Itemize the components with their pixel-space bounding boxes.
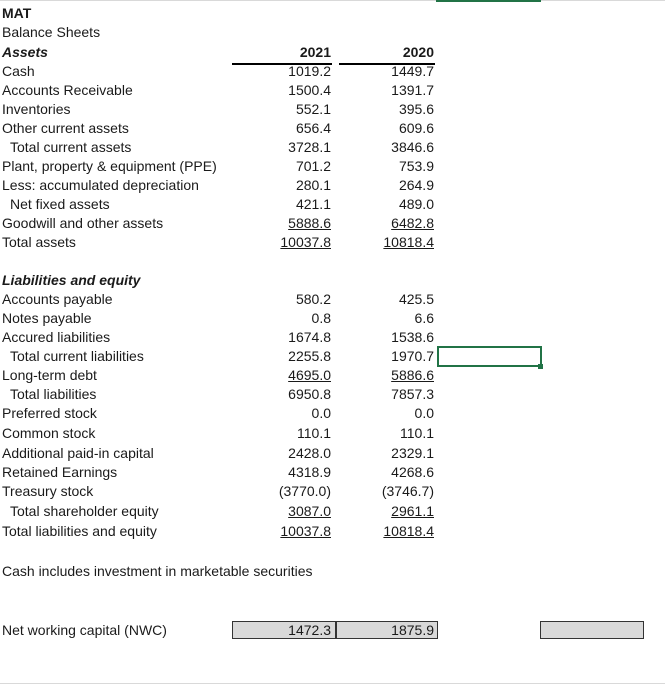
asset-row-label: Net fixed assets — [10, 196, 110, 212]
asset-row-label: Accounts Receivable — [2, 82, 133, 98]
asset-cell-2020[interactable]: 395.6 — [398, 101, 434, 117]
selected-cell[interactable] — [437, 346, 542, 367]
liability-cell-2021[interactable]: 4318.9 — [288, 464, 331, 480]
selected-column-indicator — [436, 0, 541, 2]
liability-cell-2021[interactable]: 580.2 — [295, 291, 331, 307]
asset-row-label: Less: accumulated depreciation — [2, 177, 199, 193]
fill-handle[interactable] — [538, 364, 543, 369]
asset-cell-2021[interactable]: 421.1 — [295, 196, 331, 212]
asset-row-label: Total assets — [2, 234, 76, 250]
liability-row-label: Accured liabilities — [2, 329, 111, 345]
asset-cell-2021[interactable]: 3728.1 — [288, 139, 331, 155]
liability-cell-2021[interactable]: (3770.0) — [278, 483, 331, 499]
asset-cell-2021[interactable]: 1019.2 — [288, 63, 331, 79]
liability-cell-2021[interactable]: 2428.0 — [288, 445, 331, 461]
liability-cell-2020[interactable]: 110.1 — [400, 425, 434, 441]
liability-cell-2021[interactable]: 3087.0 — [288, 503, 331, 519]
cash-note: Cash includes investment in marketable s… — [2, 563, 313, 579]
asset-cell-2020[interactable]: 3846.6 — [391, 139, 434, 155]
liability-row-label: Total current liabilities — [10, 348, 144, 364]
liability-cell-2020[interactable]: 2329.1 — [391, 445, 434, 461]
asset-cell-2021[interactable]: 701.2 — [295, 158, 331, 174]
asset-cell-2021[interactable]: 656.4 — [295, 120, 331, 136]
asset-cell-2021[interactable]: 1500.4 — [288, 82, 331, 98]
liability-cell-2020[interactable]: 2961.1 — [391, 503, 434, 519]
liability-row-label: Preferred stock — [2, 405, 97, 421]
asset-row-label: Goodwill and other assets — [2, 215, 164, 231]
liability-cell-2020[interactable]: 6.6 — [414, 310, 434, 326]
asset-row-label: Inventories — [2, 101, 71, 117]
asset-row-label: Total current assets — [10, 139, 132, 155]
nwc-2021-value: 1472.3 — [288, 622, 331, 638]
asset-cell-2020[interactable]: 10818.4 — [383, 234, 434, 250]
liabilities-heading: Liabilities and equity — [2, 272, 141, 288]
liability-row-label: Accounts payable — [2, 291, 113, 307]
liability-cell-2020[interactable]: 5886.6 — [391, 367, 434, 383]
asset-cell-2020[interactable]: 6482.8 — [391, 215, 434, 231]
liability-cell-2020[interactable]: 0.0 — [414, 405, 434, 421]
liability-cell-2020[interactable]: 1970.7 — [391, 348, 434, 364]
liability-row-label: Long-term debt — [2, 367, 97, 383]
liability-cell-2021[interactable]: 1674.8 — [288, 329, 331, 345]
asset-row-label: Cash — [2, 63, 35, 79]
liability-row-label: Additional paid-in capital — [2, 445, 154, 461]
liability-cell-2020[interactable]: 425.5 — [398, 291, 434, 307]
year-2020-header: 2020 — [402, 44, 434, 60]
year-2021-header: 2021 — [299, 44, 331, 60]
liability-cell-2020[interactable]: 1538.6 — [391, 329, 434, 345]
assets-heading: Assets — [2, 44, 48, 60]
asset-row-label: Other current assets — [2, 120, 129, 136]
liability-cell-2020[interactable]: 10818.4 — [383, 523, 434, 539]
liability-cell-2021[interactable]: 6950.8 — [288, 386, 331, 402]
asset-cell-2021[interactable]: 10037.8 — [280, 234, 331, 250]
asset-cell-2020[interactable]: 753.9 — [398, 158, 434, 174]
asset-cell-2021[interactable]: 5888.6 — [288, 215, 331, 231]
asset-row-label: Plant, property & equipment (PPE) — [2, 158, 217, 174]
nwc-2020-box[interactable] — [336, 621, 438, 639]
bottom-gridline — [0, 683, 665, 684]
asset-cell-2020[interactable]: 1449.7 — [391, 63, 434, 79]
asset-cell-2021[interactable]: 552.1 — [295, 101, 331, 117]
asset-cell-2020[interactable]: 1391.7 — [391, 82, 434, 98]
liability-cell-2021[interactable]: 110.1 — [297, 425, 331, 441]
nwc-2020-value: 1875.9 — [391, 622, 434, 638]
liability-row-label: Common stock — [2, 425, 96, 441]
liability-row-label: Total shareholder equity — [10, 503, 159, 519]
liability-row-label: Total liabilities and equity — [2, 523, 157, 539]
asset-cell-2021[interactable]: 280.1 — [295, 177, 331, 193]
asset-cell-2020[interactable]: 264.9 — [398, 177, 434, 193]
company-title: MAT — [2, 5, 32, 21]
liability-cell-2020[interactable]: (3746.7) — [381, 483, 434, 499]
nwc-empty-box[interactable] — [540, 621, 644, 639]
liability-cell-2021[interactable]: 2255.8 — [288, 348, 331, 364]
liability-cell-2021[interactable]: 4695.0 — [288, 367, 331, 383]
liability-cell-2021[interactable]: 10037.8 — [280, 523, 331, 539]
sheet-title: Balance Sheets — [2, 24, 101, 40]
asset-cell-2020[interactable]: 609.6 — [398, 120, 434, 136]
liability-cell-2021[interactable]: 0.0 — [311, 405, 331, 421]
liability-row-label: Retained Earnings — [2, 464, 118, 480]
liability-cell-2020[interactable]: 7857.3 — [391, 386, 434, 402]
header-underline-2021 — [232, 63, 332, 65]
liability-cell-2021[interactable]: 0.8 — [311, 310, 331, 326]
nwc-label: Net working capital (NWC) — [2, 622, 167, 638]
liability-row-label: Treasury stock — [2, 483, 94, 499]
liability-cell-2020[interactable]: 4268.6 — [391, 464, 434, 480]
top-gridline — [0, 0, 665, 1]
header-underline-2020 — [339, 63, 435, 65]
nwc-2021-box[interactable] — [232, 621, 336, 639]
liability-row-label: Notes payable — [2, 310, 92, 326]
liability-row-label: Total liabilities — [10, 386, 97, 402]
asset-cell-2020[interactable]: 489.0 — [398, 196, 434, 212]
